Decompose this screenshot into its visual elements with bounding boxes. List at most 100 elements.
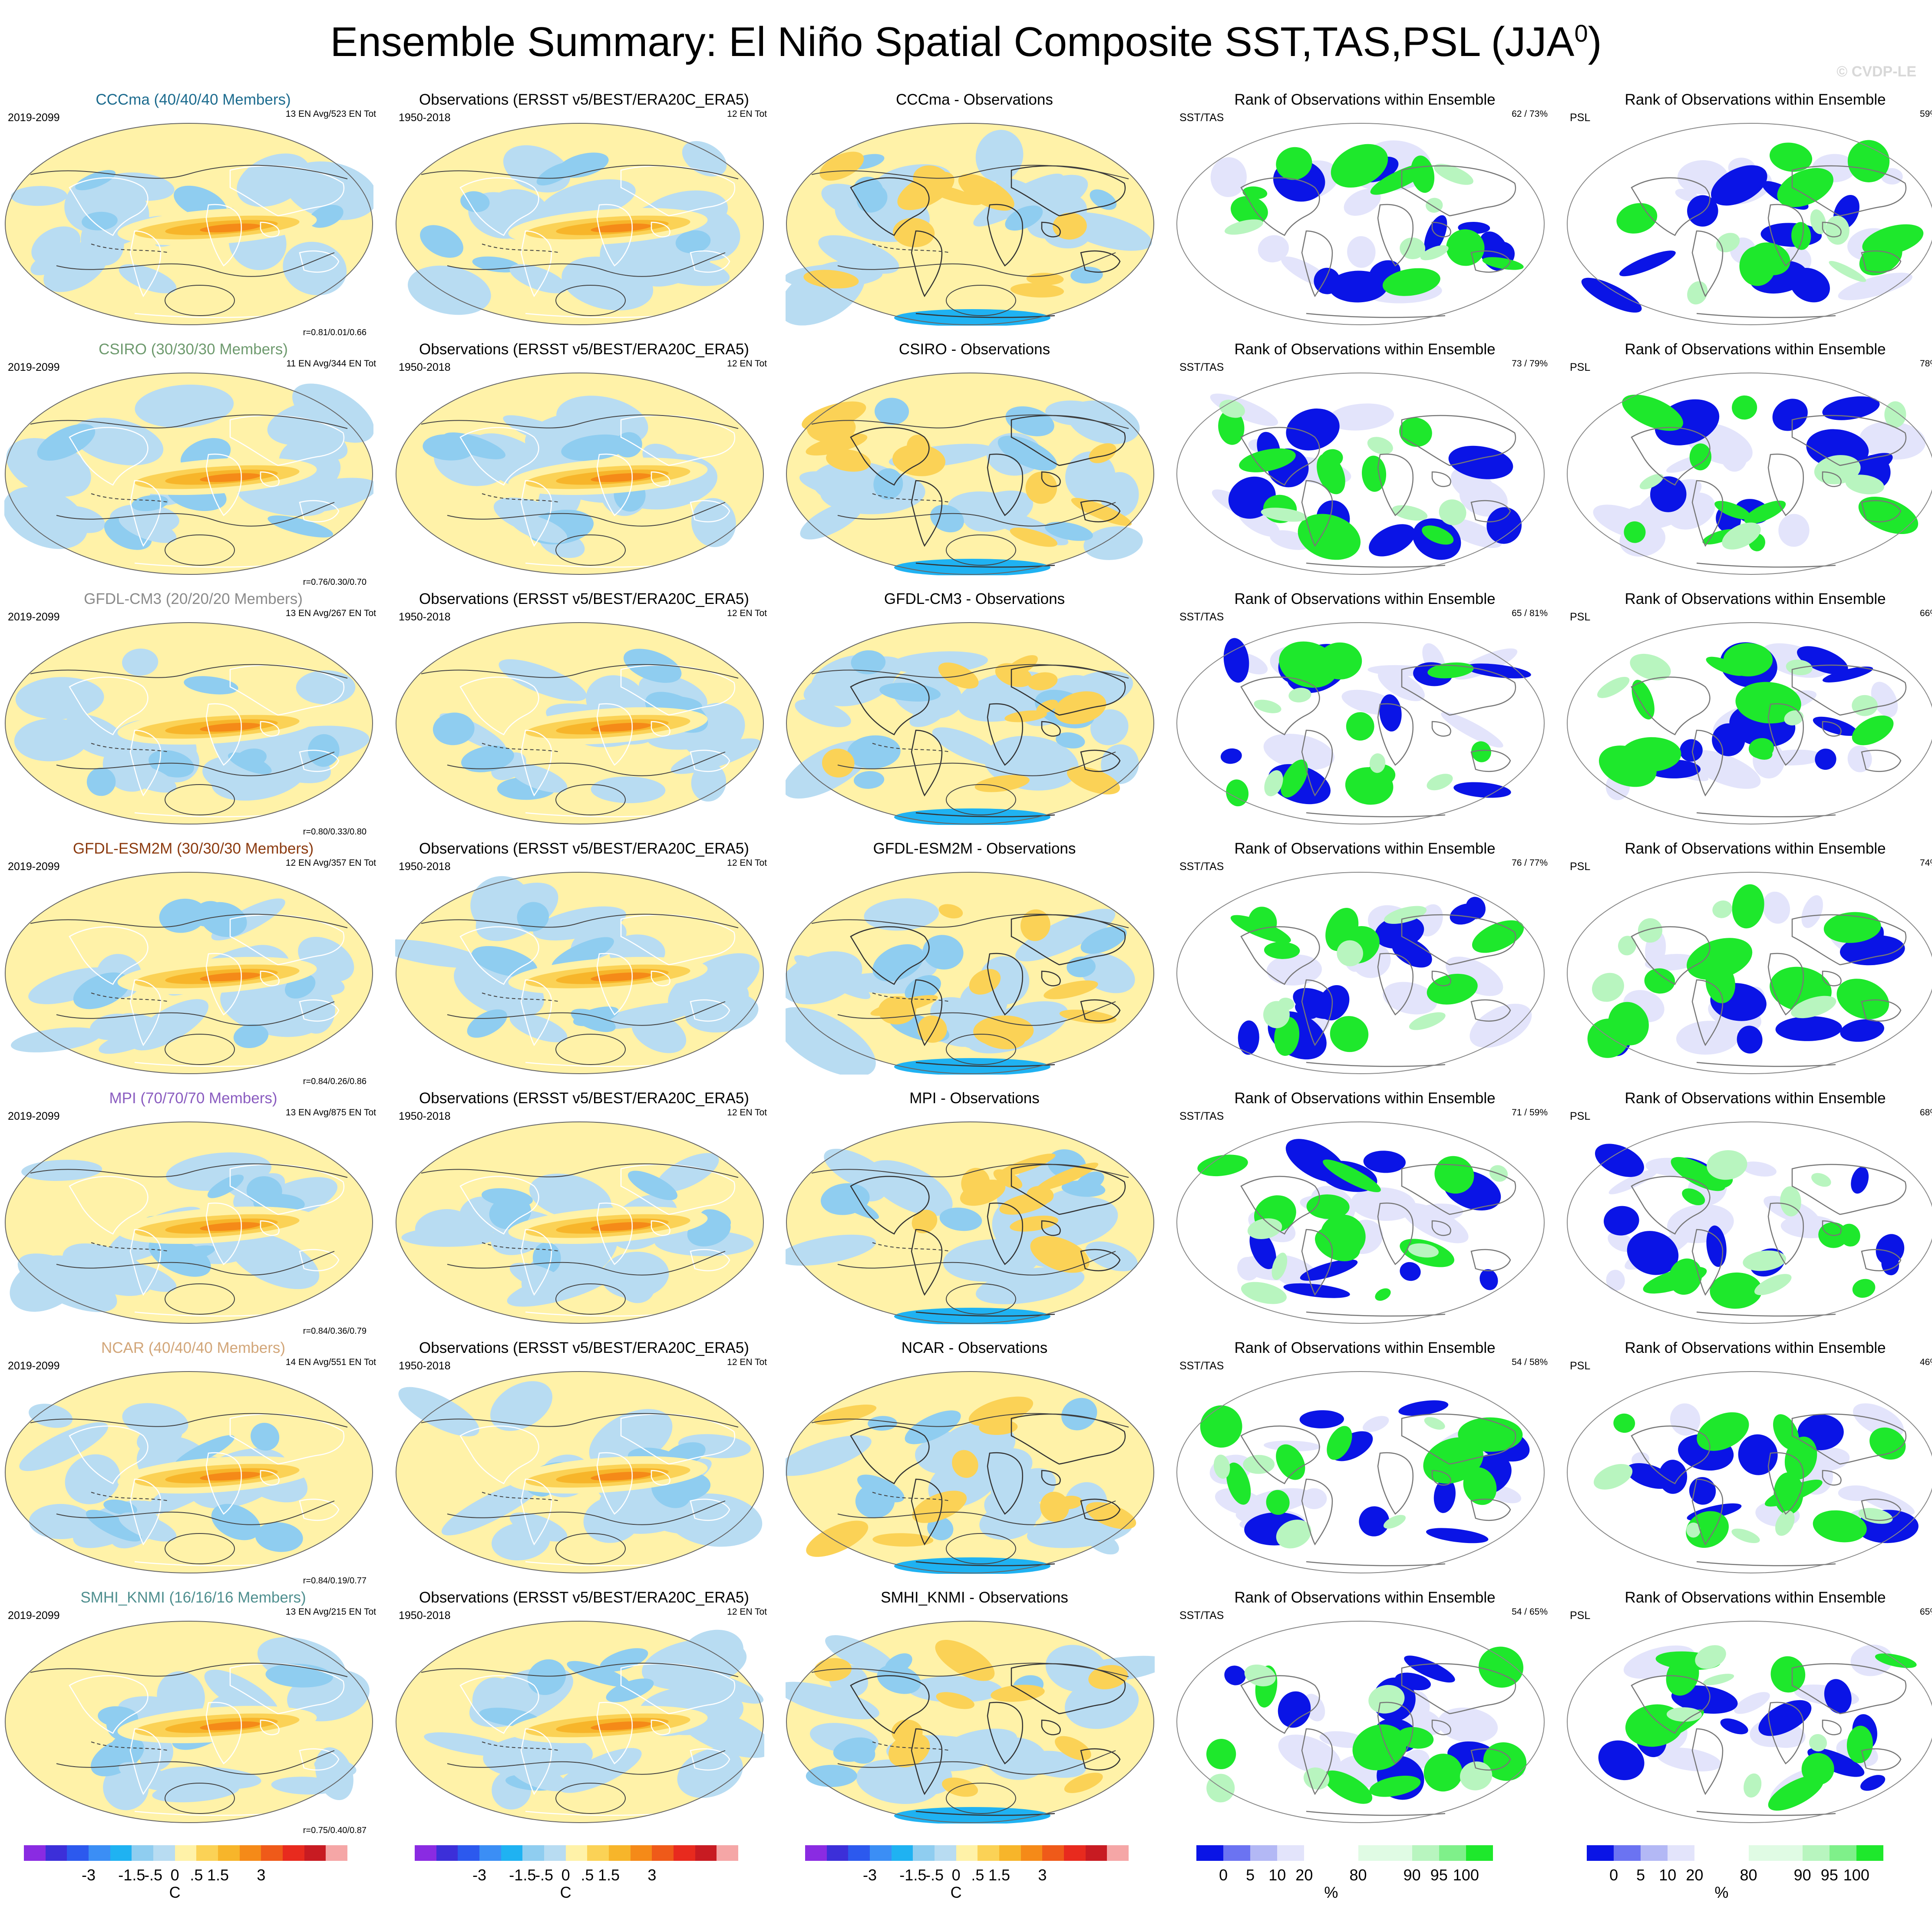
- en-count: 14 EN Avg/551 EN Tot: [285, 1357, 376, 1367]
- variable-label: PSL: [1570, 112, 1591, 124]
- panel-title: SMHI_KNMI (16/16/16 Members): [80, 1589, 306, 1606]
- colorbar-swatch: [848, 1845, 870, 1861]
- colorbar-swatch: [218, 1845, 240, 1861]
- rank-percent: 68%: [1919, 1108, 1932, 1118]
- colorbar-tick-label: 100: [1843, 1866, 1869, 1884]
- pattern-correlation: r=0.84/0.36/0.79: [303, 1326, 367, 1336]
- variable-label: PSL: [1570, 1110, 1591, 1122]
- variable-label: PSL: [1570, 1609, 1591, 1622]
- en-count: 12 EN Tot: [727, 858, 767, 868]
- colorbar-swatch: [45, 1845, 67, 1861]
- rank-percent: 73 / 79%: [1512, 359, 1548, 369]
- colorbar-swatch: [67, 1845, 89, 1861]
- pattern-correlation: r=0.84/0.19/0.77: [303, 1576, 367, 1586]
- panel-model-composite: NCAR (40/40/40 Members) 2019-2099 14 EN Av…: [0, 1339, 386, 1588]
- colorbar-swatch: [1802, 1845, 1830, 1861]
- pattern-correlation: r=0.76/0.30/0.70: [303, 577, 367, 587]
- colorbar-swatch: [1277, 1845, 1305, 1861]
- map: [1567, 123, 1932, 325]
- rank-percent: 65%: [1919, 1607, 1932, 1617]
- pattern-correlation: r=0.80/0.33/0.80: [303, 827, 367, 837]
- panel-difference: MPI - Observations: [781, 1089, 1168, 1339]
- panel-title: NCAR - Observations: [901, 1339, 1048, 1356]
- colorbar-swatch: [1085, 1845, 1107, 1861]
- panel-model-composite: CCCma (40/40/40 Members) 2019-2099 13 EN A…: [0, 90, 386, 340]
- rank-percent: 62 / 73%: [1512, 109, 1548, 119]
- colorbar-swatch: [805, 1845, 827, 1861]
- colorbar-swatch: [1196, 1845, 1224, 1861]
- colorbar-swatch: [587, 1845, 609, 1861]
- panel-title: CCCma (40/40/40 Members): [96, 91, 291, 108]
- colorbar-tick-label: .5: [971, 1866, 984, 1884]
- colorbar-units: %: [1324, 1883, 1338, 1901]
- colorbar-sst: -3 -1.5 -.5 0 .5 1.5 3 C: [805, 1845, 1129, 1902]
- panel-title: Rank of Observations within Ensemble: [1234, 590, 1496, 607]
- panel-title: Rank of Observations within Ensemble: [1625, 341, 1886, 358]
- panel-title: Rank of Observations within Ensemble: [1234, 1589, 1496, 1606]
- colorbar-swatch: [415, 1845, 437, 1861]
- colorbar-tick-label: 0: [1219, 1866, 1228, 1884]
- panel-title: Observations (ERSST v5/BEST/ERA20C_ERA5): [419, 91, 749, 108]
- colorbar-tick-label: 3: [647, 1866, 657, 1884]
- panel-title: NCAR (40/40/40 Members): [101, 1339, 286, 1356]
- panel-model-composite: MPI (70/70/70 Members) 2019-2099 13 EN Avg…: [0, 1089, 386, 1339]
- panel-title: CCCma - Observations: [896, 91, 1053, 108]
- period-label: 1950-2018: [399, 361, 451, 373]
- variable-label: PSL: [1570, 861, 1591, 873]
- colorbar-swatch: [501, 1845, 523, 1861]
- colorbar-tick-label: 10: [1659, 1866, 1677, 1884]
- colorbar-swatch: [565, 1845, 588, 1861]
- map: [5, 1121, 373, 1324]
- panel-title: Rank of Observations within Ensemble: [1625, 840, 1886, 857]
- map: [786, 123, 1154, 326]
- map: [786, 872, 1154, 1075]
- colorbar-swatch: [695, 1845, 717, 1861]
- colorbar-swatch: [239, 1845, 261, 1861]
- figure-title: Ensemble Summary: El Niño Spatial Compos…: [330, 19, 1602, 65]
- colorbar-swatch: [1829, 1845, 1857, 1861]
- panel-observations: Observations (ERSST v5/BEST/ERA20C_ERA5)…: [391, 590, 777, 839]
- map: [786, 1371, 1154, 1574]
- colorbar-swatch: [479, 1845, 502, 1861]
- period-label: 2019-2099: [8, 1360, 60, 1372]
- colorbar-tick-label: 20: [1295, 1866, 1313, 1884]
- colorbar-tick-label: 10: [1268, 1866, 1286, 1884]
- panel-title: GFDL-ESM2M (30/30/30 Members): [73, 840, 314, 857]
- en-count: 12 EN Avg/357 EN Tot: [285, 858, 376, 868]
- colorbar-swatch: [1358, 1845, 1413, 1861]
- colorbar-swatch: [978, 1845, 1000, 1861]
- panel-model-composite: SMHI_KNMI (16/16/16 Members) 2019-2099 13 …: [0, 1588, 386, 1838]
- panel-difference: SMHI_KNMI - Observations: [781, 1588, 1168, 1838]
- panel-rank-sst-tas: Rank of Observations within Ensemble SST/…: [1172, 1588, 1558, 1838]
- colorbar-tick-label: .5: [581, 1866, 594, 1884]
- colorbar-swatch: [1587, 1845, 1614, 1861]
- panel-rank-psl: Rank of Observations within Ensemble PSL 6…: [1562, 1089, 1932, 1339]
- panel-rank-sst-tas: Rank of Observations within Ensemble SST/…: [1172, 839, 1558, 1089]
- colorbar-swatch: [717, 1845, 739, 1861]
- colorbar-rank: 0 5 10 20 80 90 95 100%: [1587, 1845, 1910, 1902]
- colorbar-swatch: [891, 1845, 913, 1861]
- panel-title: Rank of Observations within Ensemble: [1625, 1589, 1886, 1606]
- panel-title: SMHI_KNMI - Observations: [881, 1589, 1068, 1606]
- panel-difference: CSIRO - Observations: [781, 340, 1168, 590]
- en-count: 13 EN Avg/267 EN Tot: [285, 608, 376, 618]
- map: [1567, 373, 1932, 575]
- panel-title: Observations (ERSST v5/BEST/ERA20C_ERA5): [419, 1589, 749, 1606]
- colorbar-swatch: [674, 1845, 696, 1861]
- colorbar-units: C: [169, 1883, 181, 1901]
- map: [1567, 1121, 1932, 1324]
- map: [1567, 1371, 1932, 1573]
- variable-label: PSL: [1570, 1360, 1591, 1372]
- colorbar-tick-label: -3: [862, 1866, 877, 1884]
- colorbar-tick-label: -1.5: [118, 1866, 145, 1884]
- panel-title: MPI (70/70/70 Members): [109, 1090, 277, 1107]
- map: [396, 1621, 764, 1823]
- panel-observations: Observations (ERSST v5/BEST/ERA20C_ERA5)…: [391, 1588, 777, 1838]
- panel-model-composite: GFDL-ESM2M (30/30/30 Members) 2019-2099 12…: [0, 839, 386, 1089]
- colorbar-swatch: [1020, 1845, 1043, 1861]
- panel-title: MPI - Observations: [909, 1090, 1040, 1107]
- map: [5, 123, 373, 325]
- colorbar-swatch: [1042, 1845, 1064, 1861]
- colorbar-tick-label: 3: [1038, 1866, 1047, 1884]
- panel-title: CSIRO - Observations: [898, 341, 1050, 358]
